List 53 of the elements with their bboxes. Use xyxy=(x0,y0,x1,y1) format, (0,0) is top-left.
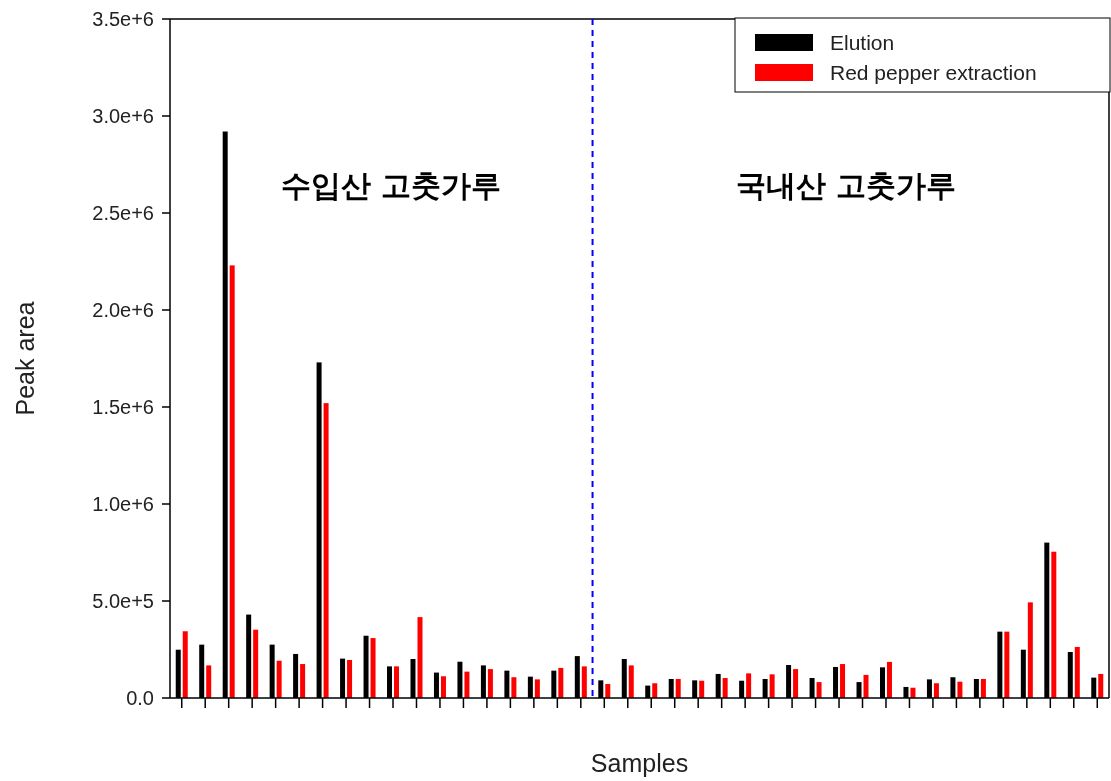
x-axis-title: Samples xyxy=(590,749,689,777)
bar xyxy=(816,682,822,698)
y-tick-label: 2.0e+6 xyxy=(92,299,154,321)
bar xyxy=(957,681,963,698)
bar xyxy=(370,638,376,698)
bar xyxy=(182,631,188,698)
bar xyxy=(300,664,306,698)
annotation: 국내산 고춧가루 xyxy=(735,168,956,203)
bar xyxy=(534,679,540,698)
y-tick-label: 5.0e+5 xyxy=(92,590,154,612)
y-axis-title: Peak area xyxy=(11,301,39,416)
legend-label: Elution xyxy=(830,31,895,54)
annotation: 수입산 고춧가루 xyxy=(281,168,502,203)
bar xyxy=(675,678,681,698)
bar xyxy=(253,629,259,698)
bar xyxy=(581,666,587,698)
bar xyxy=(840,664,846,698)
bar xyxy=(394,666,400,698)
bar xyxy=(1098,673,1104,698)
bar xyxy=(863,674,869,698)
y-tick-label: 0.0 xyxy=(126,687,154,709)
bar xyxy=(1004,631,1010,698)
legend-label: Red pepper extraction xyxy=(830,61,1037,84)
bar xyxy=(722,678,728,698)
y-tick-label: 3.5e+6 xyxy=(92,8,154,30)
bar xyxy=(1027,602,1033,698)
bar xyxy=(558,667,564,698)
bar xyxy=(769,674,775,698)
bar xyxy=(511,677,517,698)
bar xyxy=(464,671,470,698)
bar xyxy=(699,680,705,698)
bar xyxy=(980,678,986,698)
y-tick-label: 1.5e+6 xyxy=(92,396,154,418)
bar xyxy=(229,265,235,698)
y-tick-label: 1.0e+6 xyxy=(92,493,154,515)
bar xyxy=(206,665,212,698)
bar xyxy=(933,683,939,698)
y-tick-label: 3.0e+6 xyxy=(92,105,154,127)
bar xyxy=(347,659,353,698)
bar xyxy=(323,403,329,698)
bar xyxy=(1051,551,1057,698)
bar xyxy=(628,665,634,698)
bar xyxy=(886,661,892,698)
bar xyxy=(1074,646,1080,698)
bar xyxy=(440,676,446,698)
bar xyxy=(746,673,752,698)
bar xyxy=(487,669,493,698)
y-tick-label: 2.5e+6 xyxy=(92,202,154,224)
bar xyxy=(605,684,611,698)
bar xyxy=(417,617,423,698)
bar xyxy=(652,683,658,698)
bar xyxy=(793,669,799,698)
bar xyxy=(276,660,282,698)
